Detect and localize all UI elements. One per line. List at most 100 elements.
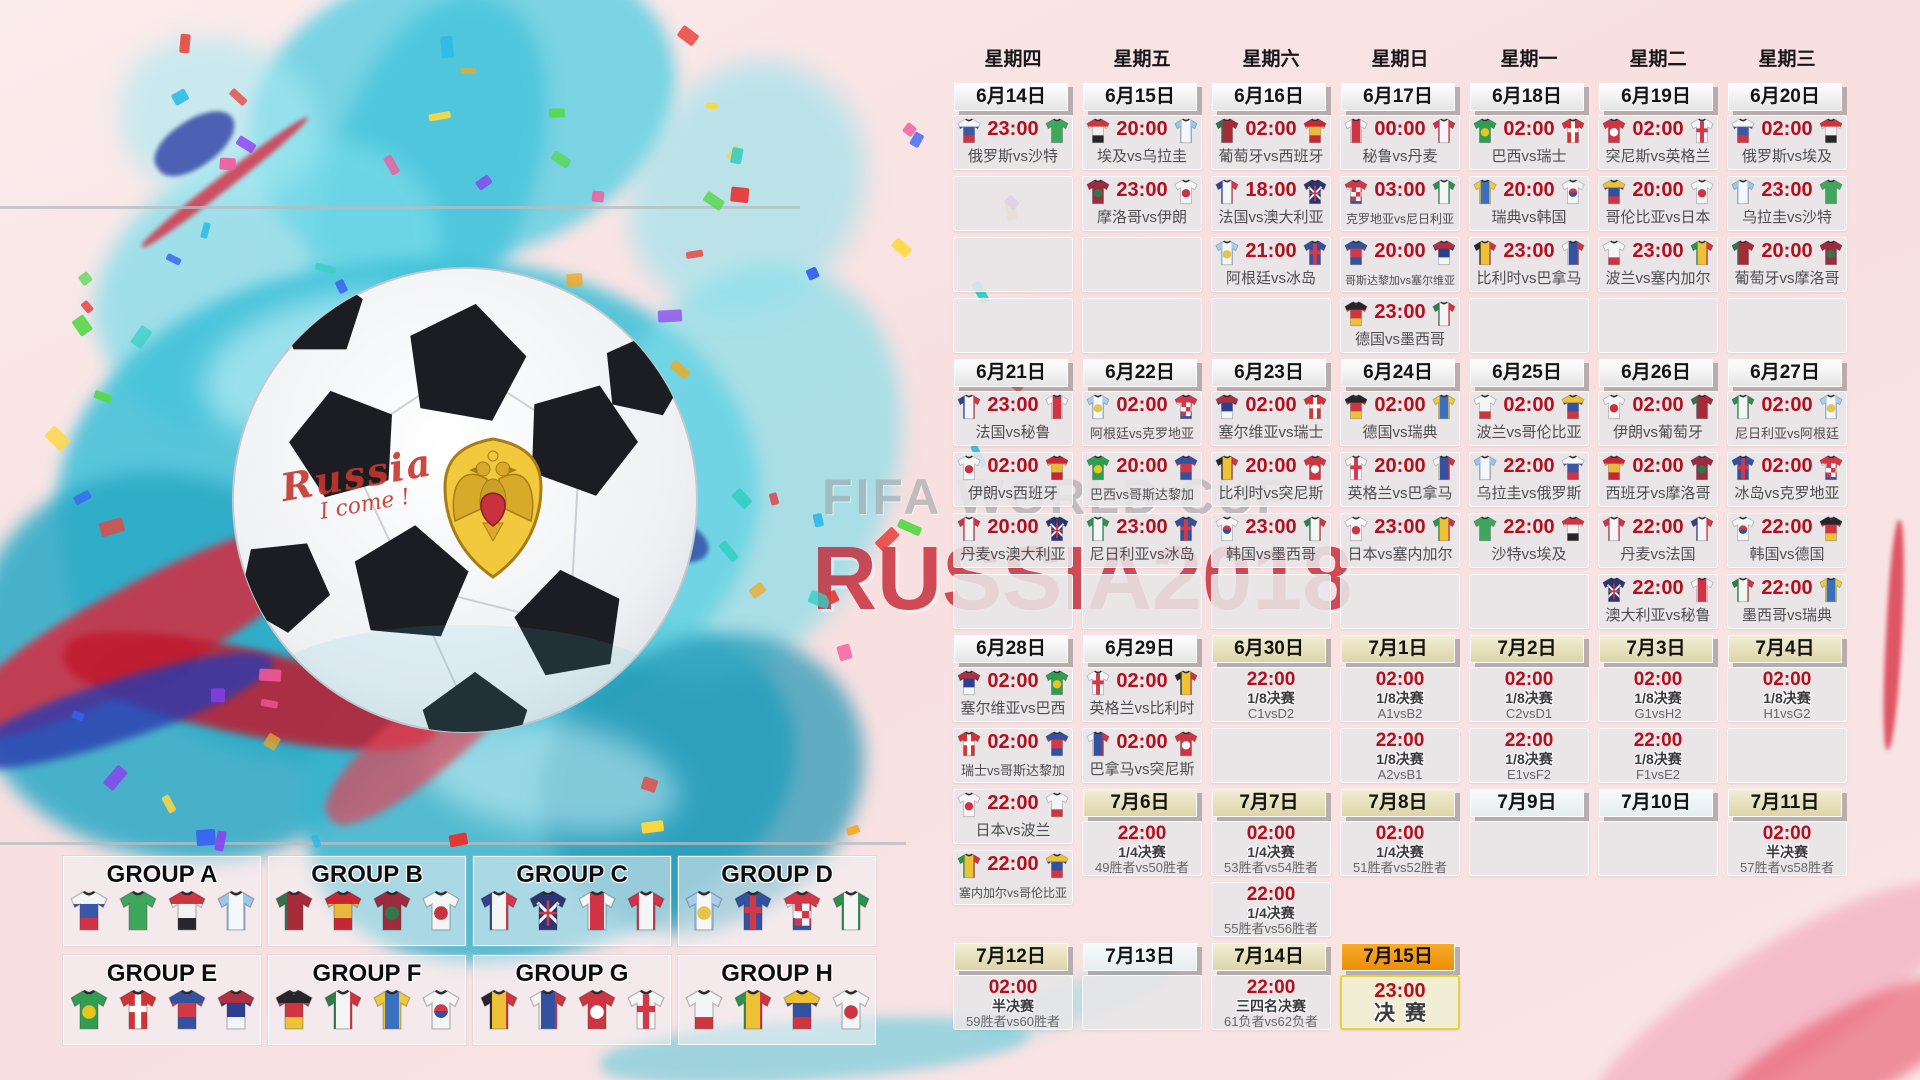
match-time: 02:00 (1375, 823, 1425, 844)
jersey-icon-korea (1214, 516, 1240, 542)
empty-cell (1469, 821, 1589, 876)
date-header: 6月29日 (1083, 635, 1197, 663)
weekday-header: 星期六 (1242, 49, 1300, 70)
jersey-icon-australia (1302, 179, 1328, 205)
jersey-icon-belgium (1214, 455, 1240, 481)
date-header: 6月20日 (1728, 83, 1842, 111)
jersey-icon-croatia (1343, 179, 1369, 205)
stage-label: 半决赛 (992, 998, 1034, 1014)
match-teams-label: 摩洛哥vs伊朗 (1096, 209, 1187, 226)
group-box-e: GROUP E (63, 955, 261, 1045)
match-time: 20:00 (987, 516, 1039, 538)
match-time: 20:00 (1374, 240, 1426, 262)
jersey-icon-costarica (1173, 455, 1199, 481)
match-teams-label: 英格兰vs比利时 (1089, 700, 1195, 717)
date-header: 7月1日 (1341, 635, 1455, 663)
knockout-cell: 02:00 1/4决赛 53胜者vs54胜者 (1211, 821, 1331, 876)
jersey-icon-germany (1818, 516, 1844, 542)
date-header: 6月16日 (1212, 83, 1326, 111)
match-cell: 02:00 巴西vs瑞士 (1469, 115, 1589, 170)
match-teams-label: 秘鲁vs丹麦 (1362, 148, 1438, 165)
match-teams-label: 葡萄牙vs西班牙 (1218, 148, 1324, 165)
jersey-icon-belgium (1173, 670, 1199, 696)
match-cell: 22:00 韩国vs德国 (1727, 513, 1847, 568)
match-time: 02:00 (987, 670, 1039, 692)
match-time: 23:00 (1503, 240, 1555, 262)
date-header: 6月28日 (954, 635, 1068, 663)
match-cell: 20:00 巴西vs哥斯达黎加 (1082, 452, 1202, 507)
knockout-teams-label: 59胜者vs60胜者 (966, 1014, 1060, 1029)
match-time: 21:00 (1245, 240, 1297, 262)
jersey-icon-senegal (956, 853, 982, 879)
empty-cell (1211, 728, 1331, 783)
date-header: 6月26日 (1599, 359, 1713, 387)
weekday-header: 星期三 (1758, 49, 1816, 70)
match-cell: 20:00 丹麦vs澳大利亚 (953, 513, 1073, 568)
match-time: 02:00 (1116, 731, 1168, 753)
match-teams-label: 俄罗斯vs埃及 (1741, 148, 1832, 165)
match-time: 20:00 (1761, 240, 1813, 262)
match-time: 22:00 (1503, 455, 1555, 477)
match-cell: 18:00 法国vs澳大利亚 (1211, 176, 1331, 231)
stage-label: 1/8决赛 (1763, 690, 1811, 706)
match-cell: 02:00 葡萄牙vs西班牙 (1211, 115, 1331, 170)
jersey-icon-england (1689, 118, 1715, 144)
stage-label: 三四名决赛 (1236, 998, 1306, 1014)
jersey-icon-serbia (1214, 394, 1240, 420)
jersey-icon-sweden (1818, 577, 1844, 603)
knockout-cell: 22:00 1/4决赛 55胜者vs56胜者 (1211, 882, 1331, 937)
empty-cell (1469, 298, 1589, 353)
match-time: 23:00 (1374, 516, 1426, 538)
match-time: 23:00 (987, 118, 1039, 140)
stage-label: 1/4决赛 (1118, 844, 1166, 860)
jersey-icon-morocco (1818, 240, 1844, 266)
match-time: 02:00 (1116, 394, 1168, 416)
match-cell: 02:00 塞尔维亚vs巴西 (953, 667, 1073, 722)
match-cell: 22:00 丹麦vs法国 (1598, 513, 1718, 568)
match-teams-label: 英格兰vs巴拿马 (1347, 485, 1453, 502)
date-header: 7月11日 (1728, 789, 1842, 817)
knockout-cell: 02:00 1/4决赛 51胜者vs52胜者 (1340, 821, 1460, 876)
knockout-teams-label: E1vsF2 (1506, 767, 1552, 782)
jersey-icon-morocco (1085, 179, 1111, 205)
jersey-icon-brazil (68, 989, 110, 1036)
jersey-icon-germany (1343, 301, 1369, 327)
match-cell: 23:00 俄罗斯vs沙特 (953, 115, 1073, 170)
match-time: 23:00 (1632, 240, 1684, 262)
match-teams-label: 哥伦比亚vs日本 (1605, 209, 1711, 226)
knockout-teams-label: 49胜者vs50胜者 (1095, 860, 1189, 875)
date-header: 6月21日 (954, 359, 1068, 387)
match-time: 22:00 (1117, 823, 1167, 844)
match-teams-label: 冰岛vs克罗地亚 (1734, 485, 1840, 502)
match-time: 02:00 (1503, 394, 1555, 416)
empty-cell (1211, 574, 1331, 629)
date-header: 6月22日 (1083, 359, 1197, 387)
jersey-icon-switzerland (1560, 118, 1586, 144)
jersey-icon-brazil (1085, 455, 1111, 481)
jersey-icon-russia (956, 118, 982, 144)
match-teams-label: 葡萄牙vs摩洛哥 (1734, 270, 1840, 287)
jersey-icon-brazil (1472, 118, 1498, 144)
match-cell: 20:00 英格兰vs巴拿马 (1340, 452, 1460, 507)
jersey-icon-croatia (1173, 394, 1199, 420)
match-teams-label: 乌拉圭vs俄罗斯 (1476, 485, 1582, 502)
jersey-icon-egypt (1818, 118, 1844, 144)
stage-label: 半决赛 (1766, 844, 1808, 860)
jersey-icon-brazil (1044, 670, 1070, 696)
match-teams-label: 塞尔维亚vs巴西 (960, 700, 1066, 717)
match-cell: 22:00 日本vs波兰 (953, 789, 1073, 844)
match-time: 02:00 (1633, 669, 1683, 690)
jersey-icon-poland (1044, 792, 1070, 818)
group-jerseys (64, 989, 260, 1036)
match-cell: 03:00 克罗地亚vs尼日利亚 (1340, 176, 1460, 231)
knockout-teams-label: A1vsB2 (1377, 706, 1423, 721)
match-time: 02:00 (1503, 118, 1555, 140)
jersey-icon-panama (1431, 455, 1457, 481)
date-header: 6月18日 (1470, 83, 1584, 111)
knockout-cell: 02:00 半决赛 59胜者vs60胜者 (953, 975, 1073, 1030)
match-time: 23:00 (1245, 516, 1297, 538)
match-cell: 02:00 塞尔维亚vs瑞士 (1211, 391, 1331, 446)
match-time: 20:00 (1245, 455, 1297, 477)
jersey-icon-korea (1730, 516, 1756, 542)
